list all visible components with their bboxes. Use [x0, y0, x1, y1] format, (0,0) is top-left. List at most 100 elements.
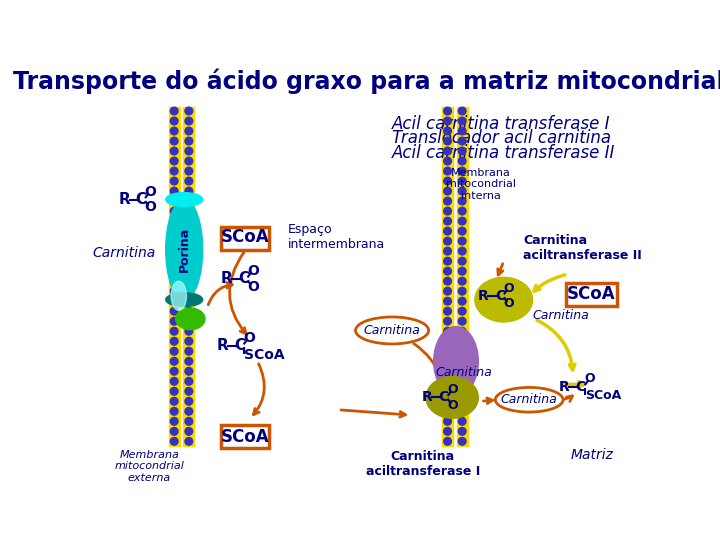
Text: O: O: [448, 399, 458, 411]
Circle shape: [459, 417, 466, 425]
Circle shape: [459, 377, 466, 385]
Circle shape: [171, 257, 178, 265]
Circle shape: [171, 417, 178, 425]
Circle shape: [459, 247, 466, 255]
Circle shape: [459, 267, 466, 275]
Circle shape: [459, 318, 466, 325]
Circle shape: [444, 347, 451, 355]
Text: Porina: Porina: [178, 227, 191, 272]
Text: SCoA: SCoA: [221, 228, 269, 246]
Circle shape: [185, 287, 193, 295]
Circle shape: [171, 127, 178, 135]
Circle shape: [444, 357, 451, 365]
Text: Acil carnitina transferase II: Acil carnitina transferase II: [392, 144, 616, 162]
Ellipse shape: [356, 317, 428, 344]
Circle shape: [444, 197, 451, 205]
Circle shape: [171, 237, 178, 245]
Text: O: O: [448, 383, 458, 396]
Circle shape: [171, 167, 178, 175]
Ellipse shape: [166, 193, 203, 206]
Text: R: R: [217, 339, 228, 353]
Circle shape: [185, 127, 193, 135]
Circle shape: [444, 298, 451, 305]
Circle shape: [444, 387, 451, 395]
Circle shape: [185, 437, 193, 445]
Text: O: O: [247, 264, 258, 278]
Circle shape: [171, 347, 178, 355]
Circle shape: [459, 347, 466, 355]
Circle shape: [171, 197, 178, 205]
Circle shape: [459, 117, 466, 125]
Circle shape: [171, 177, 178, 185]
Circle shape: [444, 137, 451, 145]
Circle shape: [444, 237, 451, 245]
FancyBboxPatch shape: [566, 283, 617, 306]
Text: Membrana
mitocondrial
externa: Membrana mitocondrial externa: [114, 450, 184, 483]
Text: Transporte do ácido graxo para a matriz mitocondrial: Transporte do ácido graxo para a matriz …: [13, 69, 720, 94]
Circle shape: [185, 237, 193, 245]
Circle shape: [444, 408, 451, 415]
Circle shape: [185, 408, 193, 415]
Circle shape: [459, 338, 466, 345]
Text: Carnitina: Carnitina: [501, 393, 557, 406]
Text: O: O: [504, 281, 515, 295]
Circle shape: [444, 217, 451, 225]
Circle shape: [185, 247, 193, 255]
Text: Matriz: Matriz: [571, 448, 613, 462]
Circle shape: [459, 357, 466, 365]
Text: R: R: [220, 272, 233, 286]
Circle shape: [185, 357, 193, 365]
Text: Acil carnitina transferase I: Acil carnitina transferase I: [392, 115, 611, 133]
Circle shape: [444, 227, 451, 235]
Circle shape: [171, 387, 178, 395]
Circle shape: [459, 147, 466, 155]
Circle shape: [444, 417, 451, 425]
Ellipse shape: [475, 278, 533, 322]
Circle shape: [444, 187, 451, 195]
Circle shape: [444, 367, 451, 375]
Text: Carnitina: Carnitina: [436, 366, 492, 379]
Text: SCoA: SCoA: [585, 389, 621, 402]
Circle shape: [444, 267, 451, 275]
Circle shape: [171, 117, 178, 125]
Circle shape: [459, 227, 466, 235]
Circle shape: [185, 397, 193, 405]
Circle shape: [459, 278, 466, 285]
Circle shape: [185, 307, 193, 315]
Text: R: R: [477, 289, 488, 303]
Circle shape: [171, 207, 178, 215]
Circle shape: [459, 307, 466, 315]
Circle shape: [459, 397, 466, 405]
Circle shape: [444, 377, 451, 385]
Circle shape: [185, 267, 193, 275]
Ellipse shape: [426, 377, 478, 418]
Circle shape: [185, 428, 193, 435]
Circle shape: [459, 107, 466, 115]
Text: Carnitina: Carnitina: [532, 308, 589, 321]
Ellipse shape: [171, 281, 186, 310]
Circle shape: [171, 137, 178, 145]
Circle shape: [185, 387, 193, 395]
Bar: [184, 107, 194, 446]
Circle shape: [459, 127, 466, 135]
Text: Carnitina
aciltransferase I: Carnitina aciltransferase I: [366, 450, 480, 478]
Circle shape: [185, 347, 193, 355]
Text: O: O: [145, 200, 156, 214]
Text: SCoA: SCoA: [221, 428, 269, 445]
Circle shape: [459, 157, 466, 165]
Circle shape: [171, 307, 178, 315]
Circle shape: [171, 298, 178, 305]
Circle shape: [444, 127, 451, 135]
Circle shape: [185, 197, 193, 205]
Circle shape: [185, 318, 193, 325]
Circle shape: [171, 338, 178, 345]
Circle shape: [459, 137, 466, 145]
Circle shape: [459, 387, 466, 395]
Circle shape: [185, 207, 193, 215]
Circle shape: [444, 257, 451, 265]
Ellipse shape: [166, 293, 203, 307]
Text: Carnitina: Carnitina: [364, 324, 420, 337]
Circle shape: [171, 318, 178, 325]
Circle shape: [185, 227, 193, 235]
Circle shape: [444, 307, 451, 315]
